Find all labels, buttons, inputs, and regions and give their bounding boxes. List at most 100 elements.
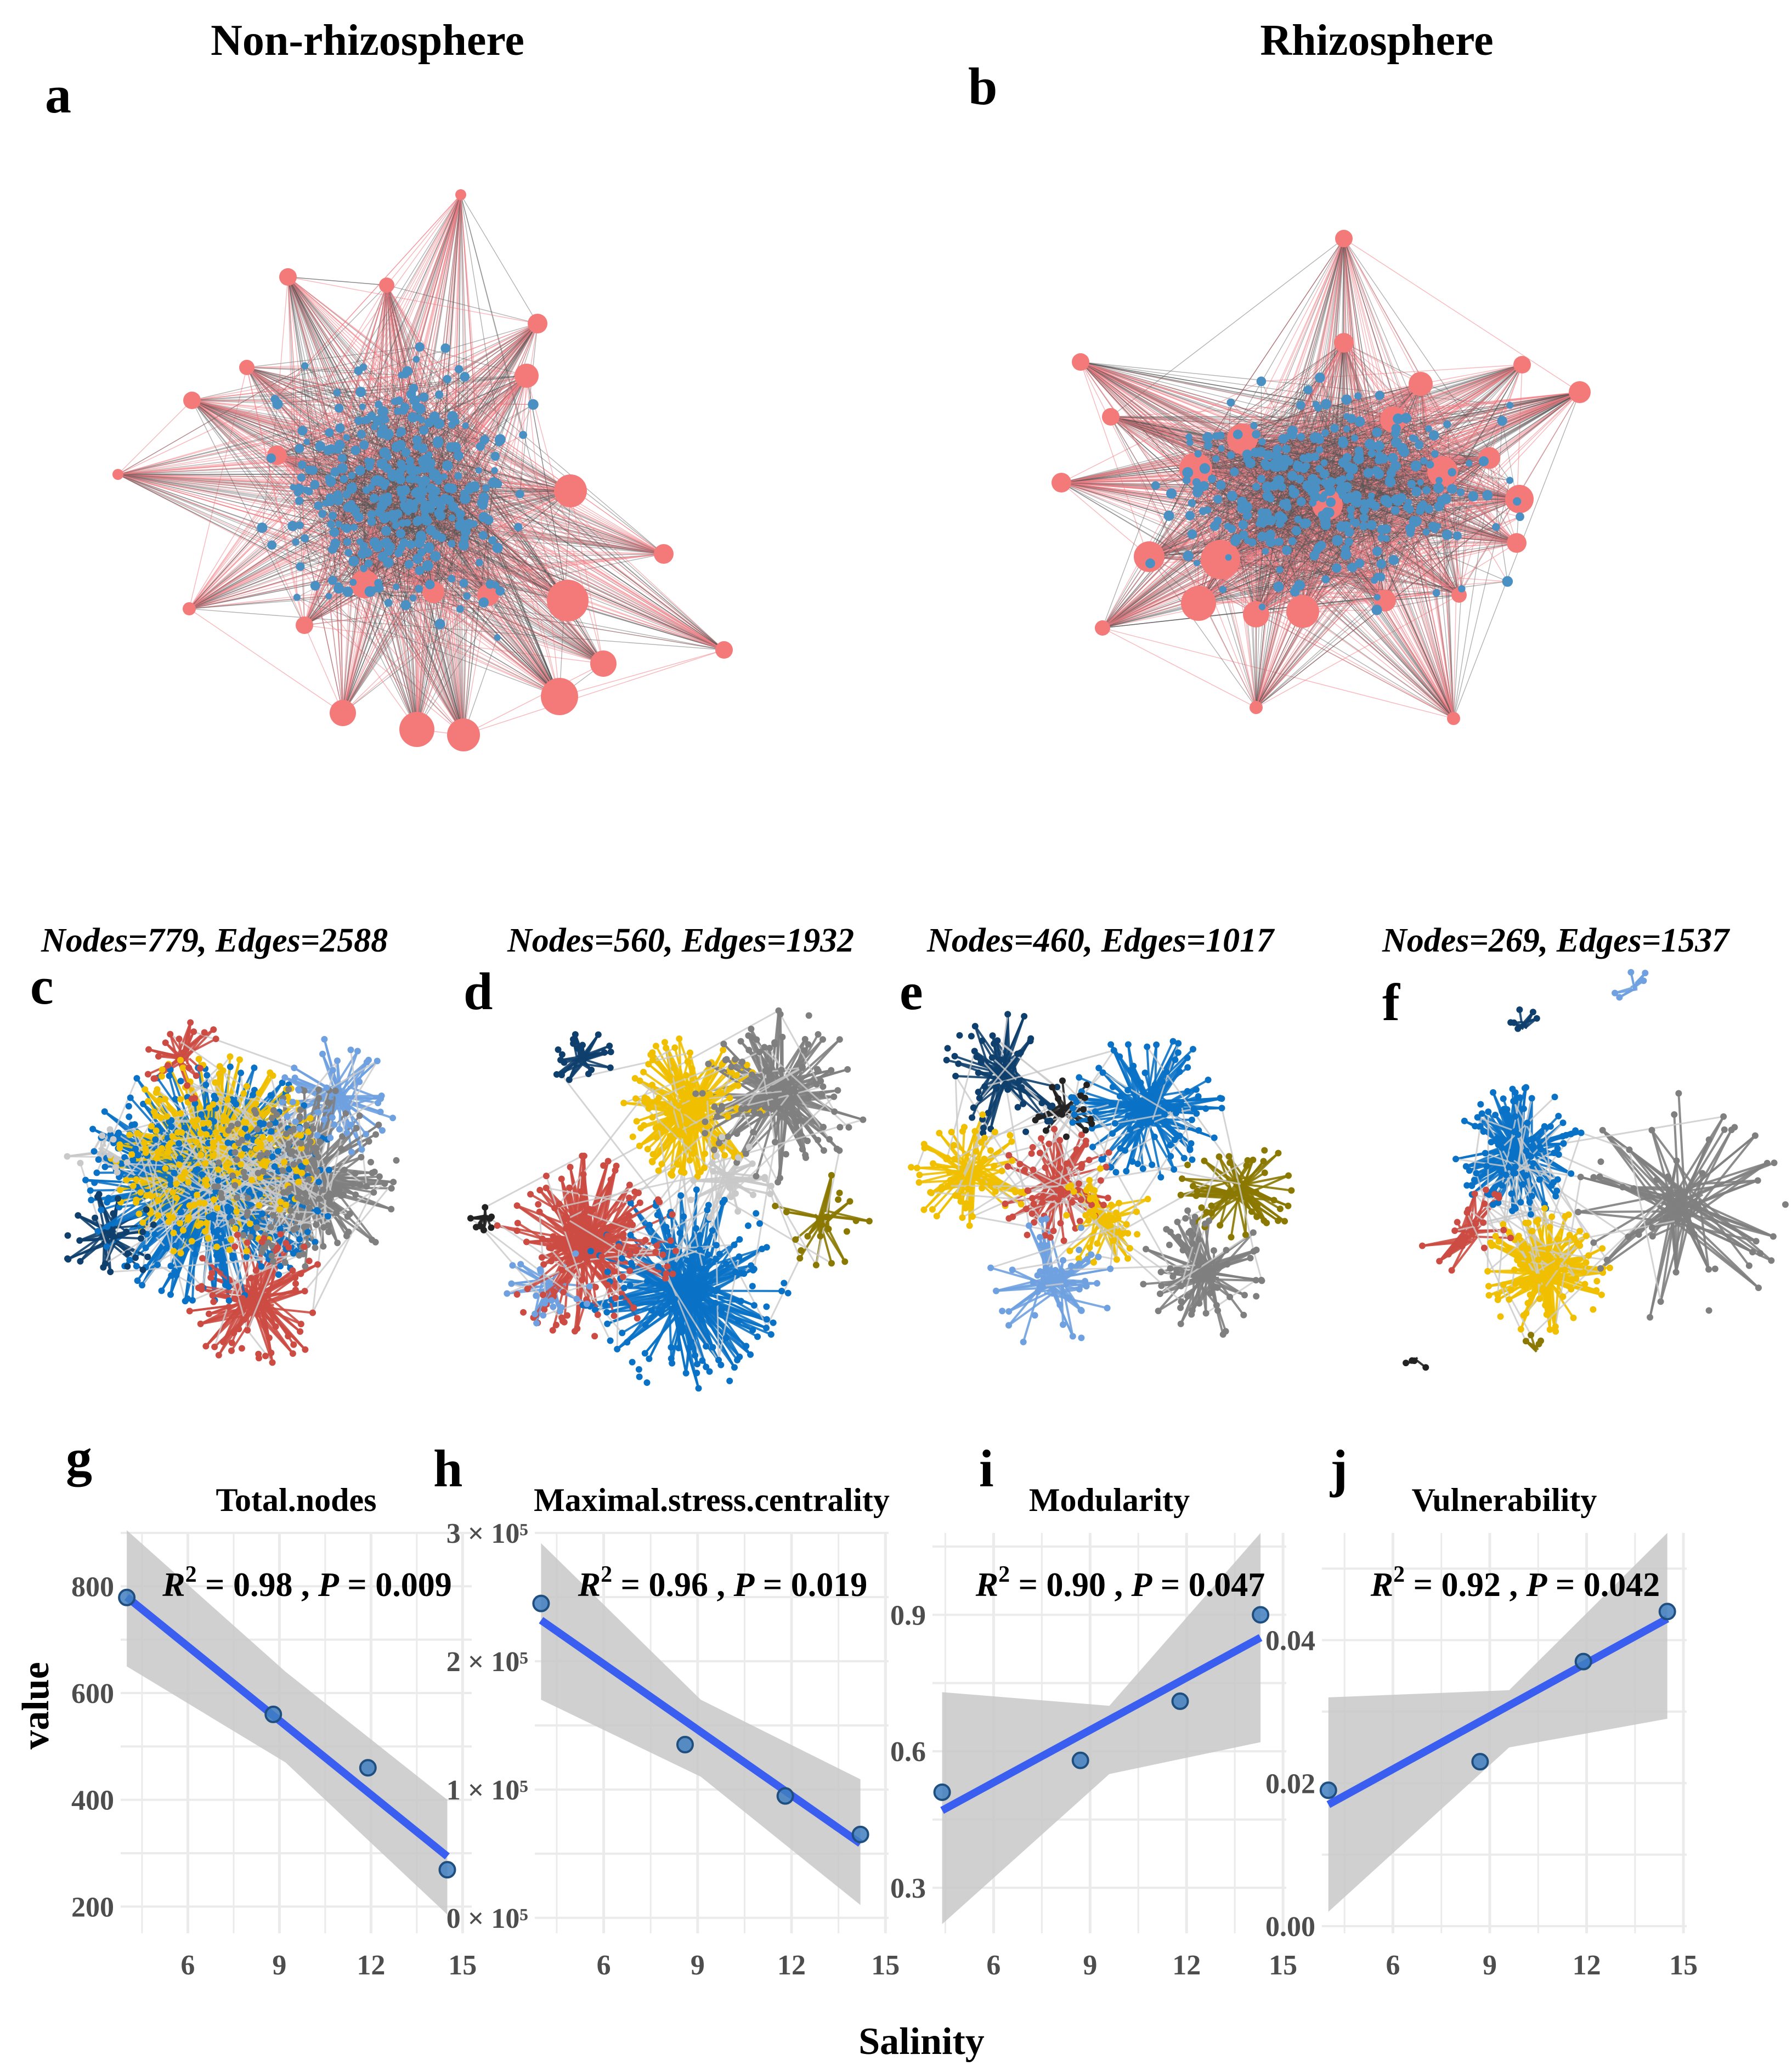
edge bbox=[417, 404, 534, 471]
edge bbox=[299, 525, 365, 585]
node bbox=[375, 400, 383, 409]
node bbox=[415, 342, 425, 352]
edge bbox=[189, 491, 309, 609]
node bbox=[446, 411, 458, 422]
node bbox=[528, 399, 539, 410]
edge bbox=[460, 194, 489, 596]
edge bbox=[356, 461, 369, 510]
edge bbox=[385, 419, 459, 456]
edge bbox=[246, 367, 331, 482]
edge bbox=[246, 367, 297, 598]
panel-label-a: a bbox=[45, 65, 71, 124]
edge bbox=[368, 563, 560, 697]
node bbox=[310, 580, 320, 591]
edge bbox=[424, 515, 434, 593]
edge bbox=[338, 472, 400, 586]
edge bbox=[455, 447, 466, 532]
edge bbox=[526, 375, 568, 601]
edge bbox=[342, 591, 501, 714]
edge bbox=[447, 465, 450, 500]
edge bbox=[246, 367, 344, 479]
edge bbox=[342, 585, 496, 714]
edge bbox=[246, 367, 385, 420]
node bbox=[297, 473, 306, 482]
edge bbox=[189, 489, 400, 609]
edge bbox=[526, 375, 560, 697]
edge bbox=[421, 194, 461, 420]
edge bbox=[117, 474, 301, 567]
edge bbox=[343, 370, 359, 479]
edge bbox=[364, 420, 560, 697]
edge bbox=[439, 423, 481, 447]
edge bbox=[405, 545, 411, 605]
edge bbox=[329, 595, 489, 597]
edge bbox=[399, 489, 464, 735]
edge bbox=[433, 500, 450, 593]
edge bbox=[189, 367, 364, 609]
node bbox=[482, 484, 490, 492]
node bbox=[415, 566, 425, 575]
node bbox=[329, 527, 340, 537]
edge bbox=[429, 547, 664, 554]
edge bbox=[440, 194, 461, 507]
node bbox=[412, 517, 422, 527]
edge bbox=[394, 401, 432, 489]
edge bbox=[353, 476, 459, 562]
node bbox=[495, 438, 504, 446]
edge bbox=[342, 570, 420, 714]
edge bbox=[117, 474, 272, 546]
node bbox=[383, 548, 391, 556]
edge bbox=[469, 489, 664, 554]
node bbox=[383, 511, 392, 520]
edge bbox=[246, 367, 401, 494]
node bbox=[456, 605, 464, 613]
node bbox=[462, 422, 469, 429]
edge bbox=[338, 588, 560, 697]
node bbox=[428, 500, 437, 509]
edge bbox=[348, 552, 464, 584]
edge bbox=[246, 367, 388, 497]
node bbox=[421, 515, 432, 526]
edge bbox=[429, 490, 571, 585]
node bbox=[414, 414, 422, 421]
edge bbox=[191, 400, 417, 448]
edge bbox=[189, 608, 343, 714]
edge bbox=[416, 375, 527, 400]
edge bbox=[431, 375, 527, 471]
edge bbox=[338, 472, 400, 525]
node bbox=[334, 445, 343, 454]
edge bbox=[460, 194, 481, 447]
edge bbox=[191, 400, 272, 459]
node bbox=[475, 467, 483, 474]
edge bbox=[384, 194, 461, 420]
edge bbox=[246, 367, 363, 407]
node bbox=[399, 495, 407, 503]
edge bbox=[361, 194, 461, 434]
node bbox=[494, 634, 501, 641]
hub-node bbox=[590, 650, 617, 677]
edge bbox=[287, 276, 323, 514]
node bbox=[348, 556, 359, 567]
node bbox=[412, 395, 421, 404]
edge bbox=[414, 400, 571, 491]
hub-node bbox=[515, 364, 539, 388]
node bbox=[379, 447, 391, 459]
edge bbox=[385, 483, 398, 514]
node bbox=[334, 404, 344, 413]
edge bbox=[433, 518, 453, 593]
node bbox=[434, 619, 445, 630]
node bbox=[404, 559, 414, 569]
edge bbox=[117, 400, 193, 475]
node bbox=[514, 523, 523, 531]
edge bbox=[479, 562, 604, 664]
node bbox=[490, 451, 500, 461]
node bbox=[343, 434, 350, 441]
edge bbox=[419, 347, 664, 554]
node bbox=[387, 469, 398, 480]
node bbox=[443, 375, 451, 383]
edge bbox=[431, 530, 604, 664]
edge bbox=[117, 450, 356, 475]
node bbox=[448, 575, 456, 583]
edge bbox=[374, 542, 464, 735]
edge bbox=[117, 365, 306, 475]
